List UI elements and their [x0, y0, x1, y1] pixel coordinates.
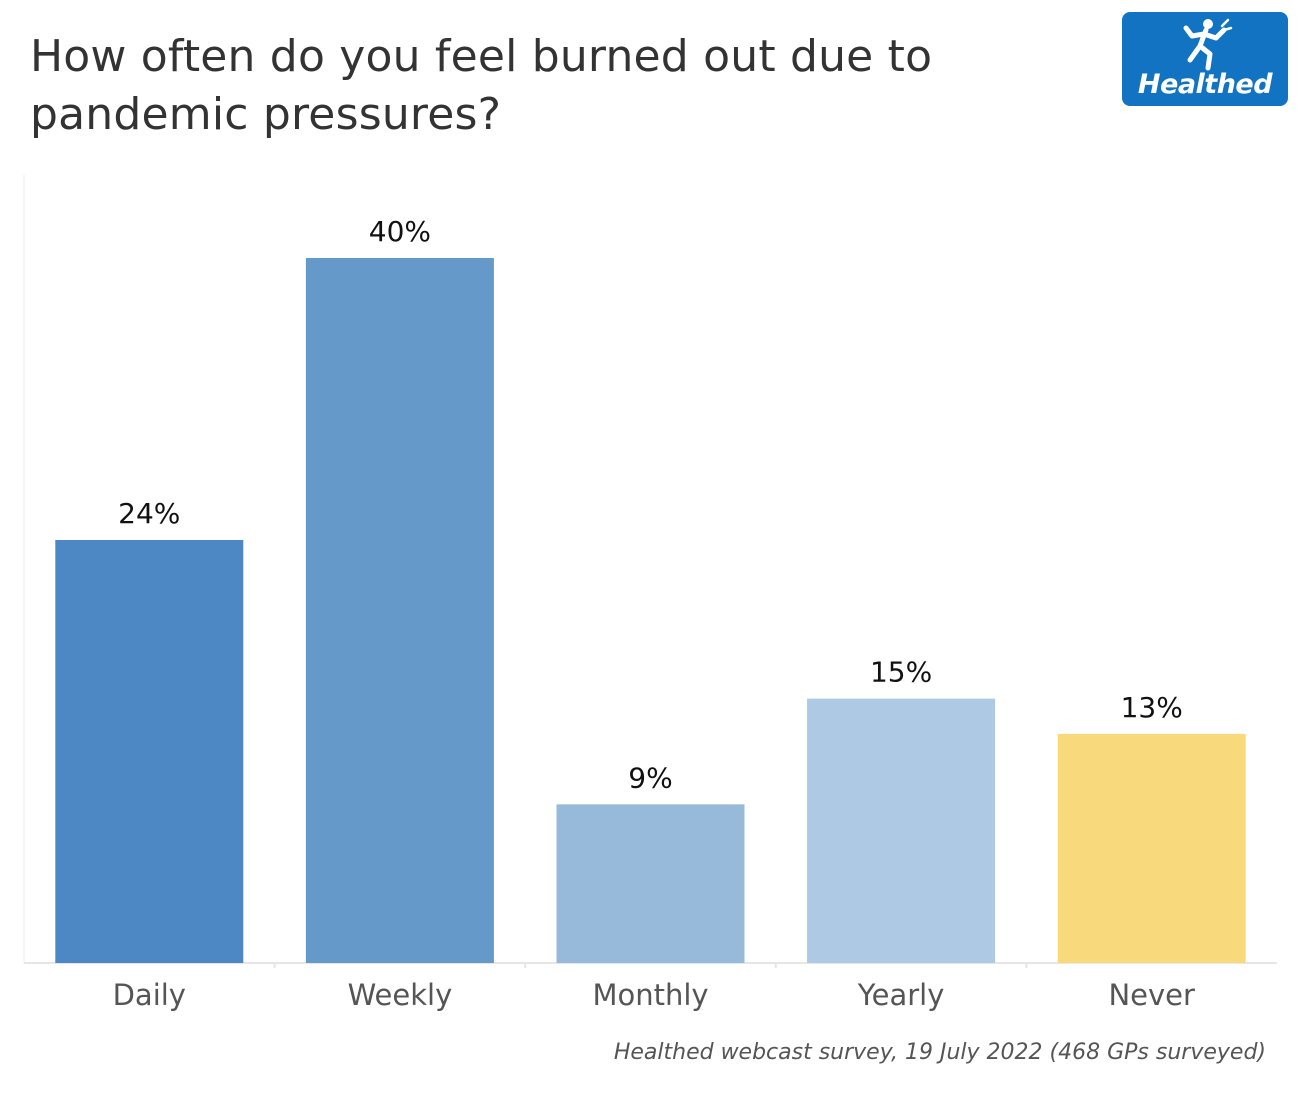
bar-value-label-daily: 24%	[118, 497, 180, 530]
logo-wordmark: Healthed	[1137, 69, 1273, 100]
bar-never	[1057, 733, 1246, 963]
healthed-logo: Healthed	[1122, 12, 1288, 106]
category-labels: Daily Weekly Monthly Yearly Never	[113, 978, 1195, 1012]
page-title: How often do you feel burned out due to …	[30, 31, 933, 140]
category-label-monthly: Monthly	[592, 978, 708, 1012]
bar-value-label-weekly: 40%	[369, 215, 431, 248]
bar-weekly	[305, 258, 494, 963]
x-axis-ticks	[273, 963, 1028, 968]
bar-value-labels: 24% 40% 9% 15% 13%	[118, 215, 1183, 794]
category-label-never: Never	[1108, 978, 1195, 1012]
category-label-daily: Daily	[113, 978, 186, 1012]
bar-daily	[55, 540, 244, 963]
category-label-weekly: Weekly	[348, 978, 453, 1012]
bar-value-label-monthly: 9%	[628, 761, 672, 794]
bars	[55, 258, 1246, 963]
running-figure-icon	[1183, 18, 1233, 71]
bar-yearly	[807, 698, 996, 963]
category-label-yearly: Yearly	[857, 978, 945, 1012]
source-note: Healthed webcast survey, 19 July 2022 (4…	[613, 1040, 1266, 1065]
bar-monthly	[556, 804, 745, 963]
bar-value-label-yearly: 15%	[870, 656, 932, 689]
bar-value-label-never: 13%	[1121, 691, 1183, 724]
